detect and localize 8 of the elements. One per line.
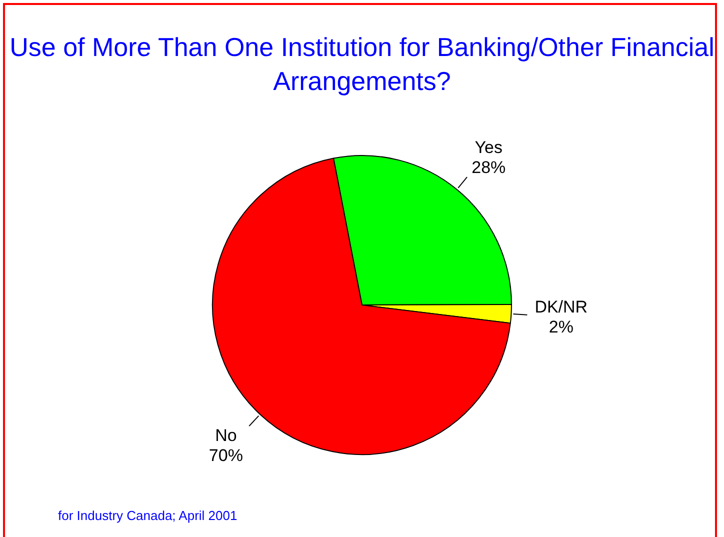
data-label: 28% [472,158,506,178]
slice-label: Yes [474,138,502,158]
slice-label: DK/NR [534,297,588,316]
slice-label: No [215,426,237,446]
data-label: 70% [208,446,243,466]
text: for Industry Canada; April 2001 [58,508,238,523]
data-label: 2% [548,317,574,336]
chart-title: Use of More Than One Institution for Banking/Other Financial Arrangements? [8,31,716,98]
